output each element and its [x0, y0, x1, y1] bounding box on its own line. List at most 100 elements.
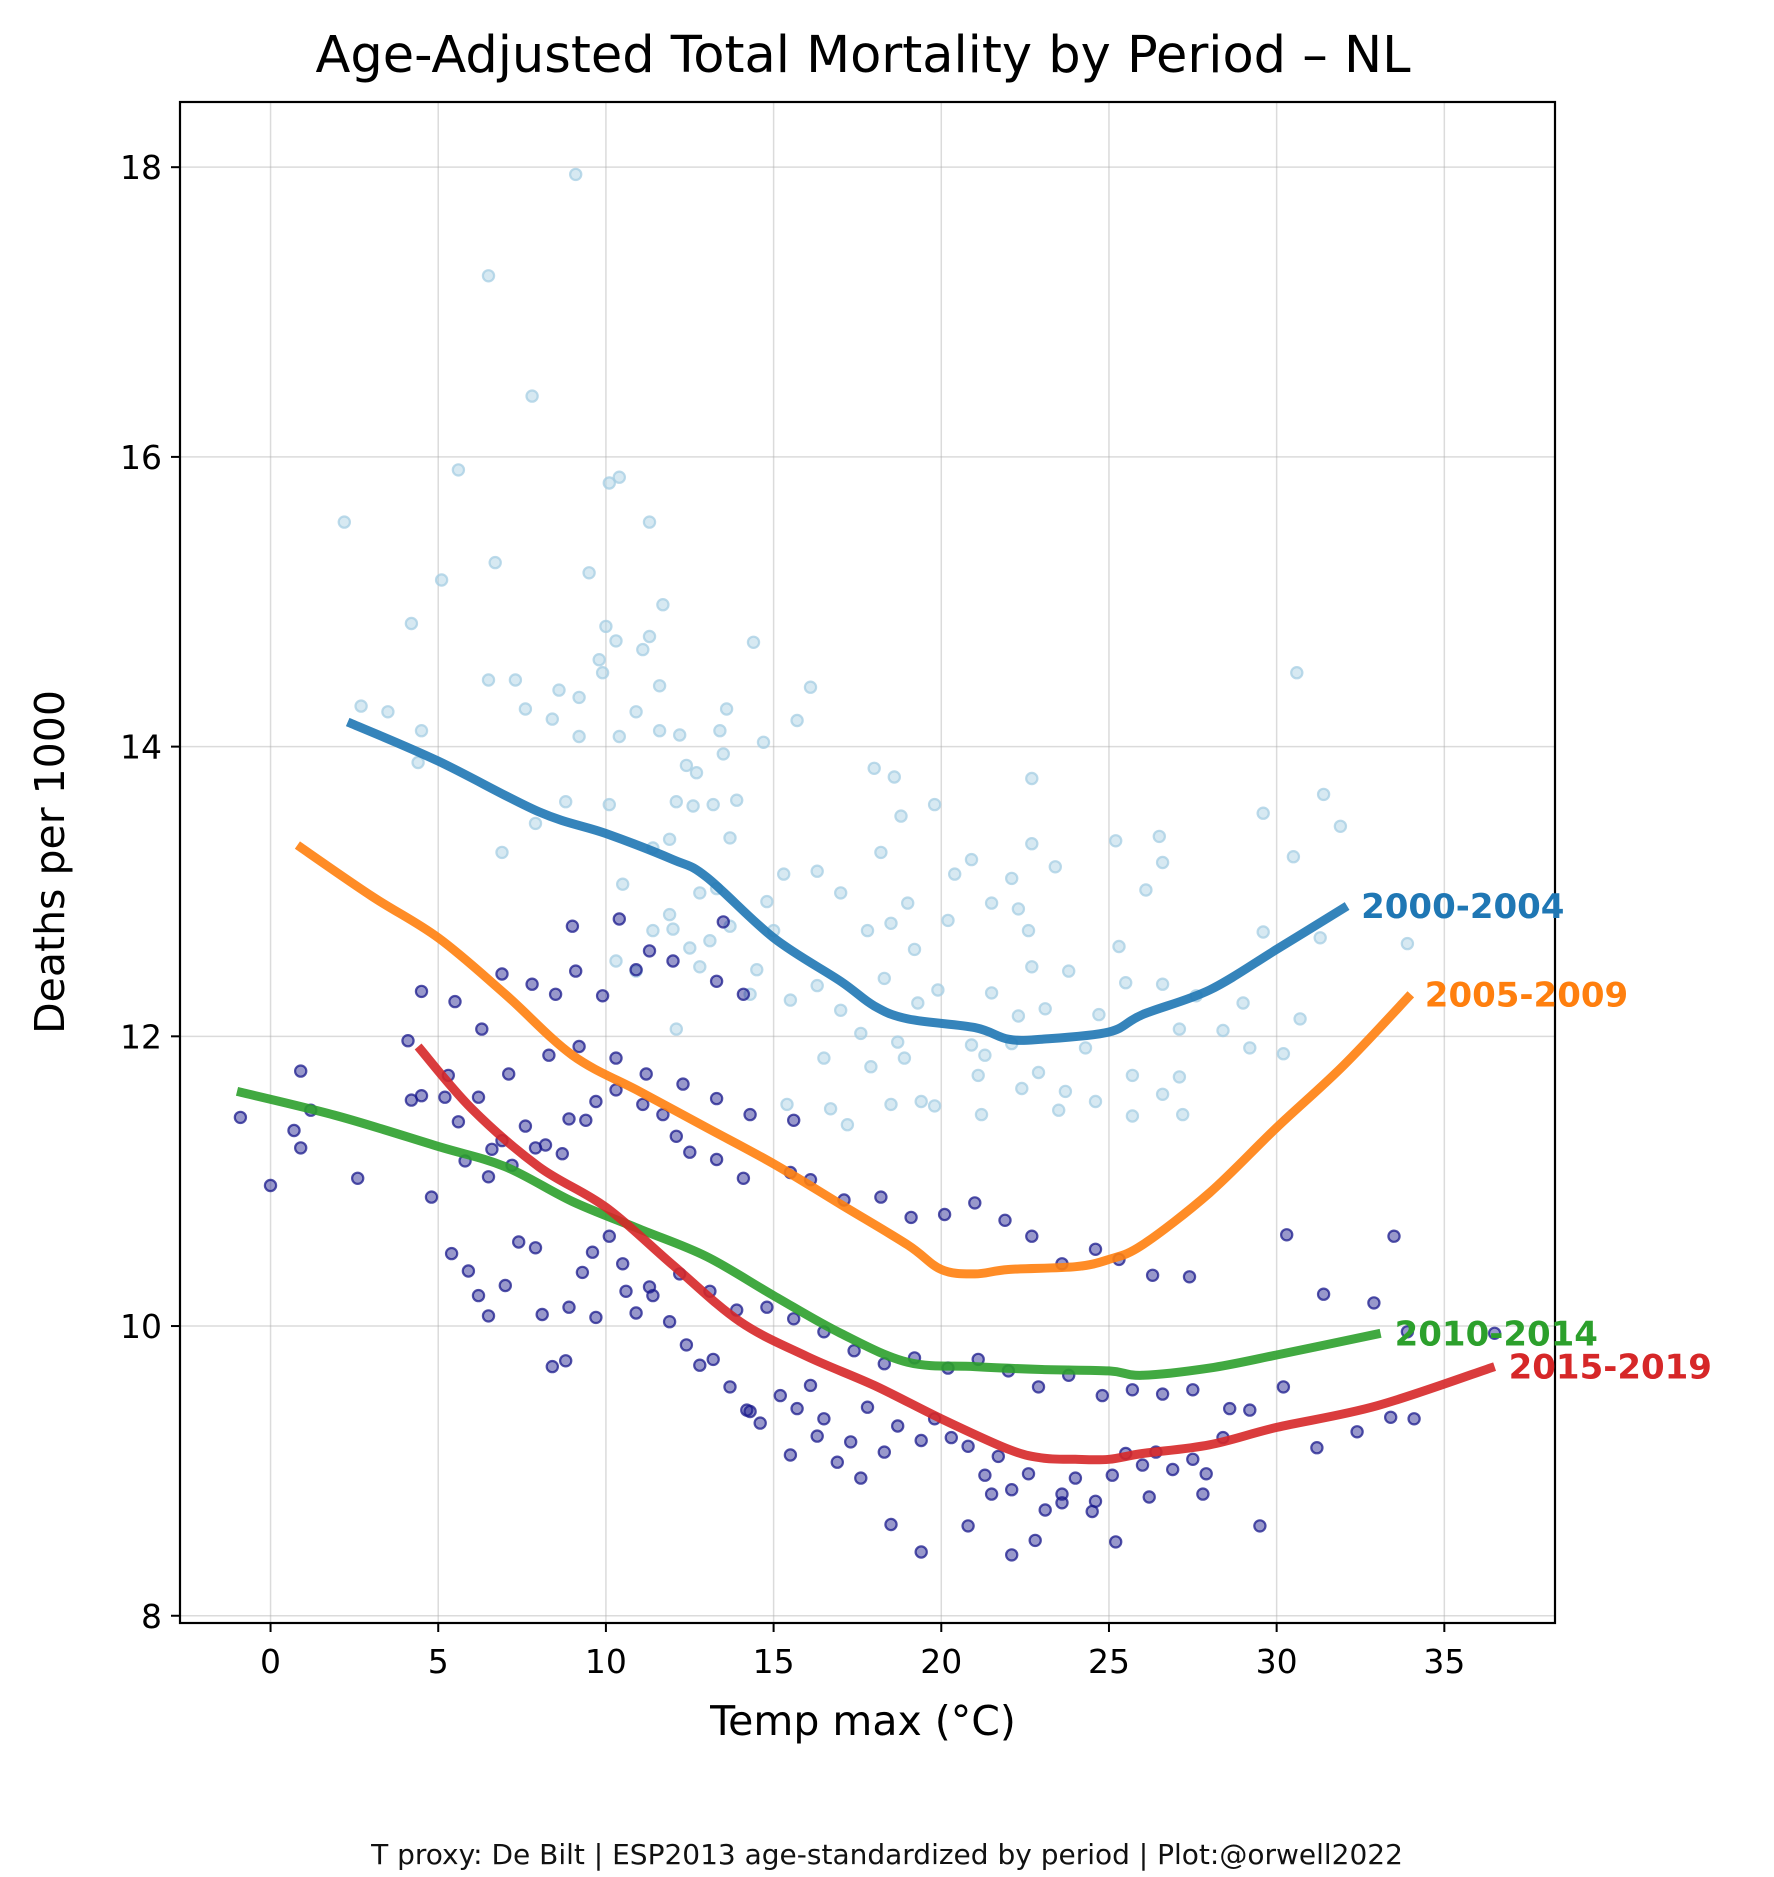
- x-axis: 0 5 10 15 20 25 30 35: [260, 1623, 1465, 1681]
- scatter-point: [1048, 860, 1063, 874]
- scatter-point: [555, 1146, 570, 1161]
- scatter-point: [1088, 1242, 1103, 1257]
- scatter-point: [414, 1088, 429, 1103]
- scatter-point: [847, 1343, 861, 1358]
- scatter-point: [589, 1310, 603, 1325]
- scatter-point: [743, 1404, 757, 1419]
- scatter-point: [1139, 883, 1153, 897]
- scatter-point: [730, 793, 744, 807]
- scatter-point: [575, 1265, 590, 1280]
- scatter-point: [1031, 1065, 1046, 1080]
- scatter-point: [1058, 1084, 1073, 1099]
- scatter-point: [1051, 1103, 1066, 1117]
- scatter-point: [662, 907, 677, 922]
- scatter-point: [840, 1117, 855, 1132]
- scatter-point: [609, 954, 623, 968]
- scatter-point: [787, 1113, 801, 1128]
- scatter-point: [562, 1300, 576, 1314]
- series-line-2005-2009: [294, 841, 1415, 1279]
- scatter-point: [803, 1378, 818, 1393]
- scatter-point: [411, 755, 425, 770]
- scatter-point: [381, 705, 395, 719]
- scatter-point: [354, 699, 368, 713]
- scatter-point: [948, 867, 962, 881]
- scatter-point: [1172, 1022, 1187, 1036]
- scatter-point: [642, 515, 657, 529]
- scatter-point: [1165, 1462, 1180, 1477]
- scatter-point: [961, 1439, 975, 1454]
- scatter-point: [1028, 1533, 1042, 1548]
- scatter-point: [602, 476, 617, 490]
- scatter-point: [488, 555, 502, 570]
- scatter-point: [927, 1099, 942, 1113]
- scatter-point: [1038, 1503, 1052, 1517]
- scatter-point: [612, 470, 627, 484]
- scatter-point: [1310, 1440, 1324, 1455]
- scatter-point: [1155, 855, 1170, 870]
- x-tick-label: 10: [585, 1642, 627, 1681]
- x-axis-label: Temp max (°C): [709, 1697, 1016, 1745]
- scatter-point: [783, 1448, 798, 1462]
- scatter-point: [1186, 1383, 1200, 1397]
- scatter-point: [810, 978, 824, 993]
- scatter-point: [616, 1257, 630, 1271]
- scatter-point: [907, 942, 922, 957]
- scatter-point: [592, 653, 606, 667]
- scatter-point: [612, 912, 627, 926]
- scatter-point: [750, 963, 764, 977]
- scatter-point: [1400, 936, 1415, 951]
- scatter-point: [1182, 1270, 1197, 1284]
- scatter-point: [897, 1051, 912, 1065]
- scatter-point: [589, 1094, 603, 1109]
- scatter-point: [1236, 996, 1250, 1010]
- scatter-point: [877, 971, 892, 986]
- scatter-point: [424, 1190, 439, 1204]
- period-lines: [235, 717, 1497, 1465]
- scatter-point: [884, 1097, 898, 1112]
- scatter-points: [233, 167, 1502, 1562]
- scatter-point: [854, 1026, 868, 1041]
- scatter-point: [572, 1039, 586, 1054]
- scatter-point: [552, 683, 566, 697]
- scatter-point: [1005, 1482, 1019, 1497]
- y-axis: 8 10 12 14 16 18: [120, 148, 180, 1636]
- scatter-point: [914, 1545, 928, 1559]
- scatter-point: [736, 987, 751, 1002]
- scatter-point: [1031, 1380, 1046, 1394]
- scatter-point: [1005, 1548, 1019, 1562]
- scatter-point: [565, 919, 580, 933]
- scatter-point: [1333, 819, 1348, 834]
- scatter-point: [874, 1190, 888, 1204]
- scatter-point: [679, 758, 694, 773]
- scatter-point: [679, 1338, 694, 1352]
- scatter-point: [713, 724, 727, 738]
- scatter-point: [337, 515, 351, 529]
- scatter-point: [414, 984, 429, 999]
- scatter-point: [1142, 1490, 1156, 1504]
- scatter-point: [1025, 771, 1039, 786]
- scatter-point: [642, 944, 657, 958]
- scatter-point: [723, 919, 737, 933]
- scatter-point: [803, 680, 818, 694]
- scatter-point: [669, 1022, 684, 1036]
- scatter-point: [498, 1278, 512, 1293]
- scatter-point: [616, 877, 630, 891]
- scatter-point: [683, 1145, 697, 1159]
- scatter-point: [559, 1354, 573, 1368]
- y-tick-label: 18: [120, 148, 162, 187]
- scatter-point: [1088, 1494, 1103, 1509]
- scatter-point: [662, 1314, 677, 1329]
- scatter-point: [609, 634, 623, 648]
- scatter-point: [1078, 1041, 1093, 1055]
- scatter-point: [760, 894, 774, 909]
- scatter-point: [287, 1123, 301, 1138]
- scatter-point: [971, 1068, 985, 1083]
- scatter-point: [595, 666, 610, 680]
- scatter-point: [978, 1468, 992, 1482]
- series-label-2005-2009: 2005-2009: [1425, 975, 1628, 1015]
- scatter-point: [525, 977, 539, 991]
- scatter-point: [609, 1051, 623, 1065]
- scatter-point: [891, 1035, 905, 1049]
- scatter-point: [709, 1152, 724, 1167]
- scatter-point: [723, 831, 737, 845]
